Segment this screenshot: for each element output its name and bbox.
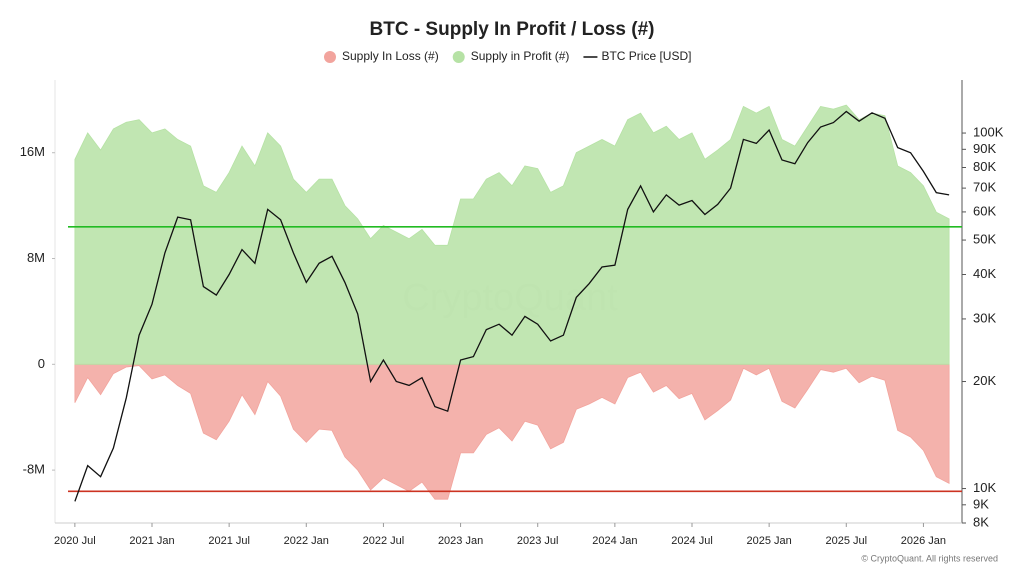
x-tick-label: 2022 Jul [363, 535, 405, 547]
y2-tick-label: 30K [973, 310, 996, 325]
area [74, 104, 950, 365]
y-tick-label: 8M [27, 250, 45, 265]
legend-label: BTC Price [USD] [601, 49, 691, 63]
x-tick-label: 2020 Jul [54, 535, 96, 547]
x-tick-label: 2021 Jul [208, 535, 250, 547]
x-tick-label: 2023 Jul [517, 535, 559, 547]
y2-tick-label: 40K [973, 266, 996, 281]
legend-key [452, 51, 465, 63]
area [74, 363, 950, 500]
x-tick-label: 2021 Jan [129, 535, 174, 547]
copyright: © CryptoQuant. All rights reserved [861, 553, 998, 563]
x-tick-label: 2024 Jul [671, 535, 713, 547]
price-line [74, 110, 950, 502]
chart-title: BTC - Supply In Profit / Loss (#) [370, 19, 655, 40]
y2-tick-label: 8K [973, 514, 989, 529]
y-tick-label: 16M [20, 144, 45, 159]
y-tick-label: 0 [38, 356, 45, 371]
legend-label: Supply In Loss (#) [342, 49, 439, 63]
y2-tick-label: 100K [973, 124, 1004, 139]
y2-tick-label: 60K [973, 203, 996, 218]
x-tick-label: 2023 Jan [438, 535, 483, 547]
y2-tick-label: 20K [973, 373, 996, 388]
y2-tick-label: 70K [973, 180, 996, 195]
y-tick-label: -8M [23, 462, 45, 477]
x-tick-label: 2026 Jan [901, 535, 946, 547]
x-tick-label: 2024 Jan [592, 535, 637, 547]
x-tick-label: 2025 Jul [825, 535, 867, 547]
x-tick-label: 2025 Jan [747, 535, 792, 547]
y2-tick-label: 10K [973, 480, 996, 495]
legend-key [324, 51, 336, 63]
y2-tick-label: 50K [973, 232, 996, 247]
y2-tick-label: 9K [973, 496, 989, 511]
legend-label: Supply in Profit (#) [471, 49, 570, 63]
x-tick-label: 2022 Jan [284, 535, 329, 547]
y2-tick-label: 80K [973, 159, 996, 174]
y2-tick-label: 90K [973, 141, 996, 156]
